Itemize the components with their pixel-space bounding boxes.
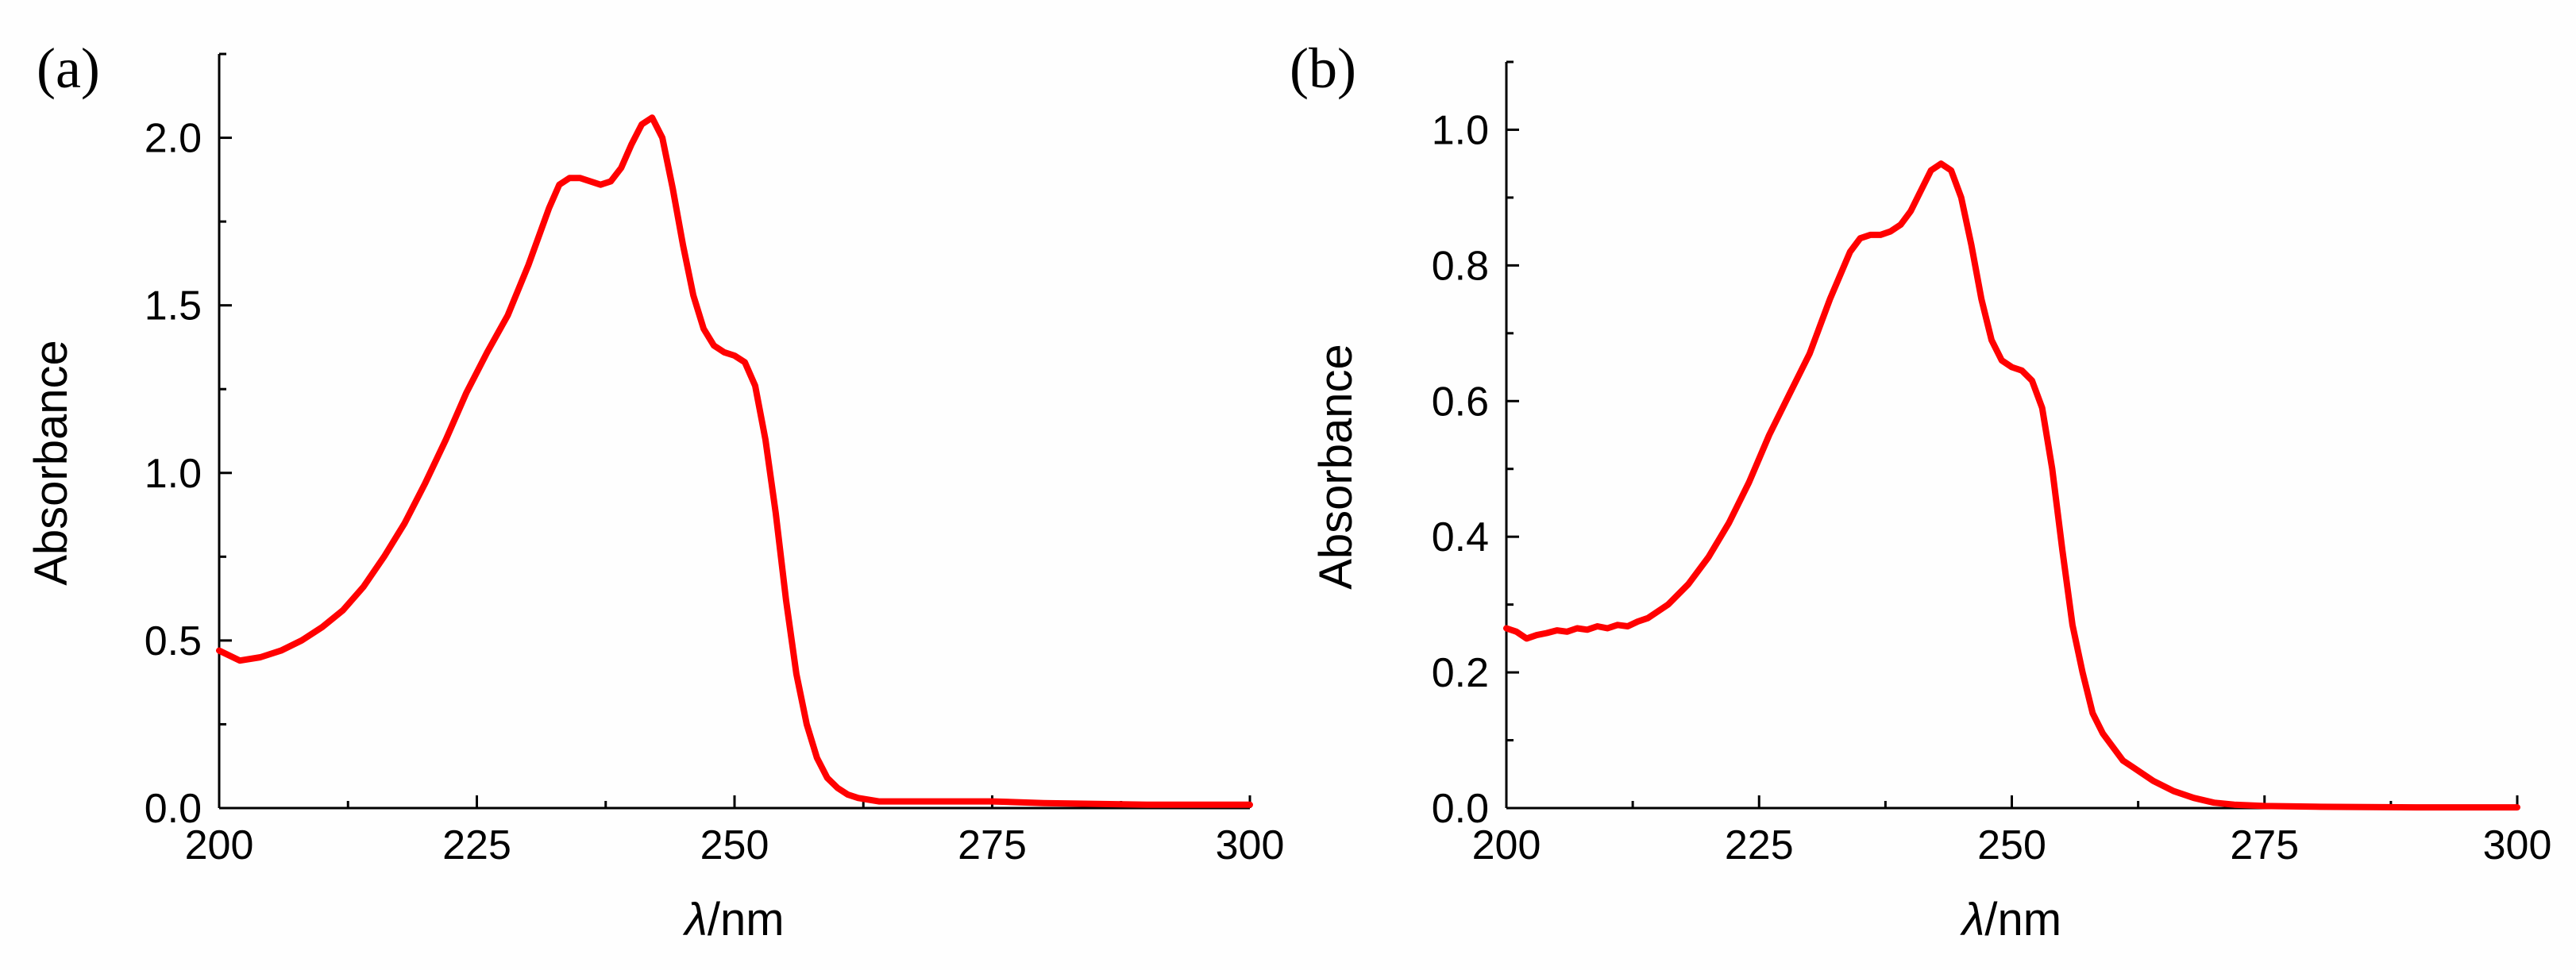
- y-tick-label: 0.0: [145, 786, 202, 832]
- x-axis-title: λ/nm: [1960, 894, 2061, 945]
- x-axis-title: λ/nm: [682, 894, 784, 945]
- x-axis-title-unit: /nm: [1984, 894, 2061, 945]
- x-tick-label: 250: [1977, 822, 2046, 868]
- panel-label: (b): [1290, 37, 1356, 100]
- y-tick-label: 0.8: [1432, 243, 1489, 289]
- x-tick-label: 225: [442, 822, 511, 868]
- absorbance-series-line: [1503, 160, 2520, 811]
- y-tick-label: 1.5: [145, 283, 202, 329]
- x-tick-label: 300: [2483, 822, 2552, 868]
- y-tick-label: 1.0: [1432, 107, 1489, 153]
- y-axis-title: Absorbance: [25, 340, 77, 586]
- x-tick-label: 275: [2230, 822, 2299, 868]
- x-tick-label: 275: [958, 822, 1027, 868]
- y-tick-label: 2.0: [145, 116, 202, 162]
- x-axis-title-unit: /nm: [708, 894, 785, 945]
- y-tick-label: 0.6: [1432, 379, 1489, 425]
- y-axis-title: Absorbance: [1310, 344, 1362, 590]
- panel-label: (a): [37, 37, 100, 100]
- x-tick-label: 300: [1216, 822, 1285, 868]
- y-tick-label: 0.5: [145, 618, 202, 664]
- x-tick-label: 225: [1725, 822, 1794, 868]
- chart-panel-b: 200 225 250 275 300 0.0 0.2 0.4 0.6 0.8 1.0 λ/nm Abs…: [1290, 37, 2551, 945]
- absorbance-series-line: [216, 114, 1253, 808]
- x-tick-label: 250: [700, 822, 769, 868]
- x-tick-label: 200: [1472, 822, 1541, 868]
- y-tick-label: 0.0: [1432, 786, 1489, 832]
- x-axis-title-symbol: λ: [1960, 894, 1985, 945]
- x-tick-label: 200: [185, 822, 254, 868]
- chart-panel-a: 200 225 250 275 300 0.0 0.5 1.0 1.5 2.0 λ/nm Absorb…: [25, 37, 1284, 945]
- y-tick-label: 1.0: [145, 451, 202, 497]
- y-tick-label: 0.4: [1432, 514, 1489, 560]
- y-tick-label: 0.2: [1432, 650, 1489, 696]
- x-axis-title-symbol: λ: [682, 894, 708, 945]
